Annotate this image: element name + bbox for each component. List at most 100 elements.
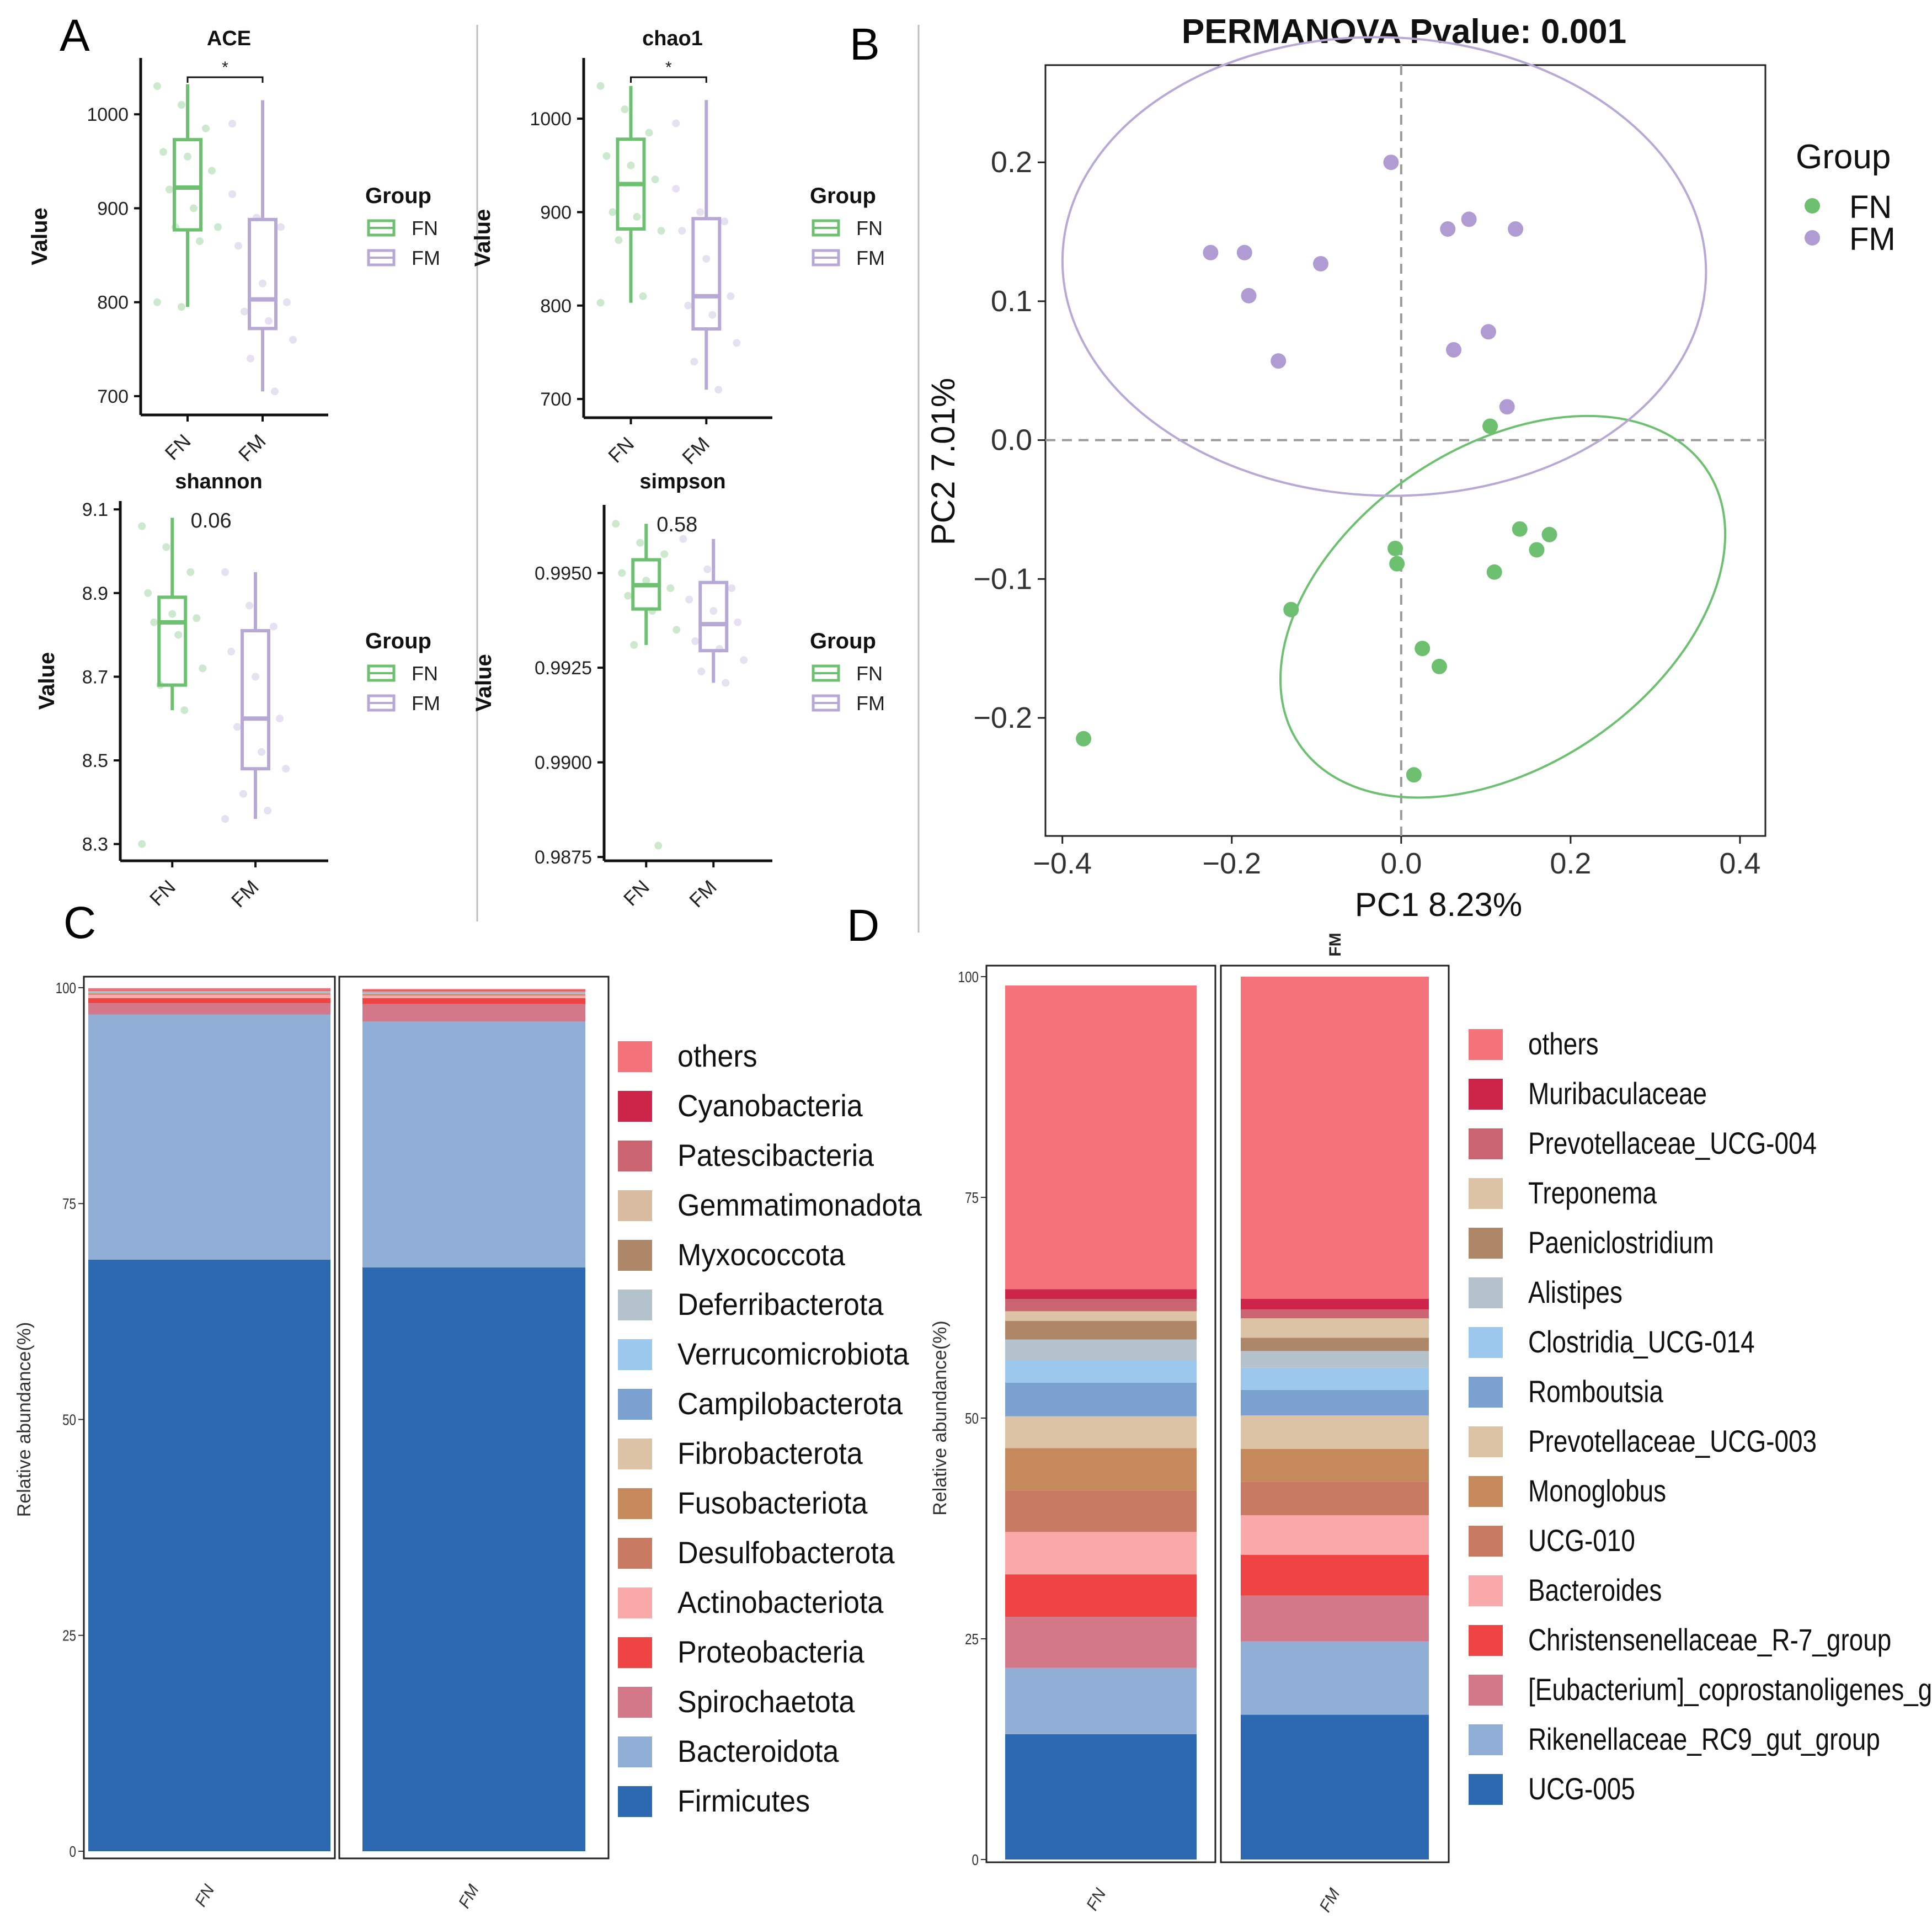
legend-label: Bacteroides <box>1528 1573 1662 1607</box>
legend-label: FM <box>856 692 885 715</box>
bar-segment <box>362 990 585 992</box>
jitter-point <box>728 584 736 592</box>
jitter-point <box>289 335 297 344</box>
bar-segment <box>1005 1490 1197 1532</box>
chart-title: ACE <box>207 27 251 50</box>
legend-label: UCG-005 <box>1528 1772 1635 1806</box>
jitter-point <box>178 101 185 109</box>
legend-label: Romboutsia <box>1528 1374 1663 1409</box>
legend-label: FN <box>856 662 883 685</box>
jitter-point <box>709 607 718 615</box>
jitter-point <box>733 339 741 347</box>
bar-segment <box>1005 1289 1197 1299</box>
jitter-point <box>690 358 698 366</box>
legend-title: Group <box>810 629 876 653</box>
panel-letter-d: D <box>847 901 879 951</box>
legend-title: Group <box>810 184 876 208</box>
legend-key-dot <box>1805 230 1820 246</box>
bar-segment <box>362 998 585 1004</box>
y-tick-label: 0.1 <box>991 285 1032 318</box>
jitter-point <box>245 601 254 610</box>
bar-segment <box>362 991 585 992</box>
jitter-point <box>186 568 195 576</box>
panel-letter-a: A <box>60 10 90 61</box>
legend-label: others <box>677 1039 757 1073</box>
jitter-point <box>190 204 198 212</box>
legend-key <box>618 1538 652 1569</box>
legend-key <box>618 1290 652 1320</box>
bar-segment <box>1005 1311 1197 1321</box>
jitter-point <box>178 303 185 311</box>
jitter-point <box>672 185 680 193</box>
shannon-boxplot: shannon 8.3 8.5 8.7 8.9 9.1 Value FN FM 0.06 Group… <box>35 470 440 912</box>
box <box>248 217 277 331</box>
y-tick-label: 900 <box>540 202 572 223</box>
x-tick-label: 0.4 <box>1719 847 1760 880</box>
scatter-point <box>1499 399 1515 415</box>
legend-key <box>618 1339 652 1370</box>
bar-segment <box>362 989 585 991</box>
bar-segment <box>88 993 330 994</box>
jitter-point <box>208 167 216 175</box>
jitter-point <box>621 105 629 114</box>
y-tick-label: 0 <box>972 1852 979 1869</box>
legend-label: Patescibacteria <box>677 1138 874 1173</box>
bar-segment <box>1005 1532 1197 1575</box>
jitter-point <box>673 626 681 634</box>
scatter-point <box>1415 641 1431 657</box>
jitter-point <box>596 299 605 307</box>
jitter-point <box>265 317 273 325</box>
legend-key <box>1469 1128 1503 1159</box>
pvalue-label: 0.58 <box>657 513 697 536</box>
legend-label: Prevotellaceae_UCG-003 <box>1528 1424 1817 1458</box>
jitter-point <box>168 610 177 618</box>
scatter-point <box>1508 221 1524 237</box>
bar-segment <box>1241 1415 1429 1449</box>
y-tick-label: 9.1 <box>82 499 108 520</box>
y-axis-label: Value <box>28 207 52 265</box>
y-tick-label: 1000 <box>530 109 572 130</box>
bar-segment <box>88 1014 330 1260</box>
bar-segment <box>88 991 330 992</box>
y-axis-label: PC2 7.01% <box>925 378 962 546</box>
legend-key <box>618 1041 652 1072</box>
jitter-point <box>144 589 152 597</box>
legend-label: Campilobacterota <box>677 1387 903 1421</box>
chart-title: simpson <box>639 470 725 493</box>
legend-key <box>618 1687 652 1718</box>
legend-key <box>1469 1277 1503 1308</box>
legend-key <box>1469 1426 1503 1457</box>
jitter-point <box>202 124 210 132</box>
jitter-point <box>159 148 167 156</box>
bar-segment <box>1241 1318 1429 1338</box>
legend-label: Muribaculaceae <box>1528 1077 1707 1111</box>
jitter-point <box>624 592 632 600</box>
chart-title: chao1 <box>642 27 703 50</box>
jitter-point <box>138 522 146 530</box>
jitter-point <box>685 595 693 604</box>
y-tick-label: 700 <box>97 386 129 407</box>
scatter-point <box>1241 287 1257 303</box>
significance-label: * <box>222 58 228 77</box>
legend-label: others <box>1528 1027 1599 1061</box>
y-tick-label: 0.2 <box>991 146 1032 179</box>
x-tick-label: 0.0 <box>1380 847 1422 880</box>
x-tick-label: −0.2 <box>1202 847 1261 880</box>
jitter-point <box>233 723 242 731</box>
jitter-point <box>615 236 623 244</box>
legend-label: FN <box>412 662 438 685</box>
jitter-point <box>162 543 170 551</box>
legend-key-dot <box>1805 198 1820 214</box>
jitter-point <box>138 840 146 848</box>
y-tick-label: 50 <box>62 1411 76 1429</box>
bar-segment <box>1241 1389 1429 1416</box>
confidence-ellipse <box>1279 414 1727 799</box>
bar-segment <box>362 1004 585 1022</box>
jitter-point <box>184 152 191 161</box>
jitter-point <box>672 119 680 127</box>
legend-key <box>618 1488 652 1519</box>
scatter-point <box>1406 767 1422 783</box>
y-tick-label: 0.0 <box>991 424 1032 457</box>
scatter-point <box>1383 154 1399 171</box>
